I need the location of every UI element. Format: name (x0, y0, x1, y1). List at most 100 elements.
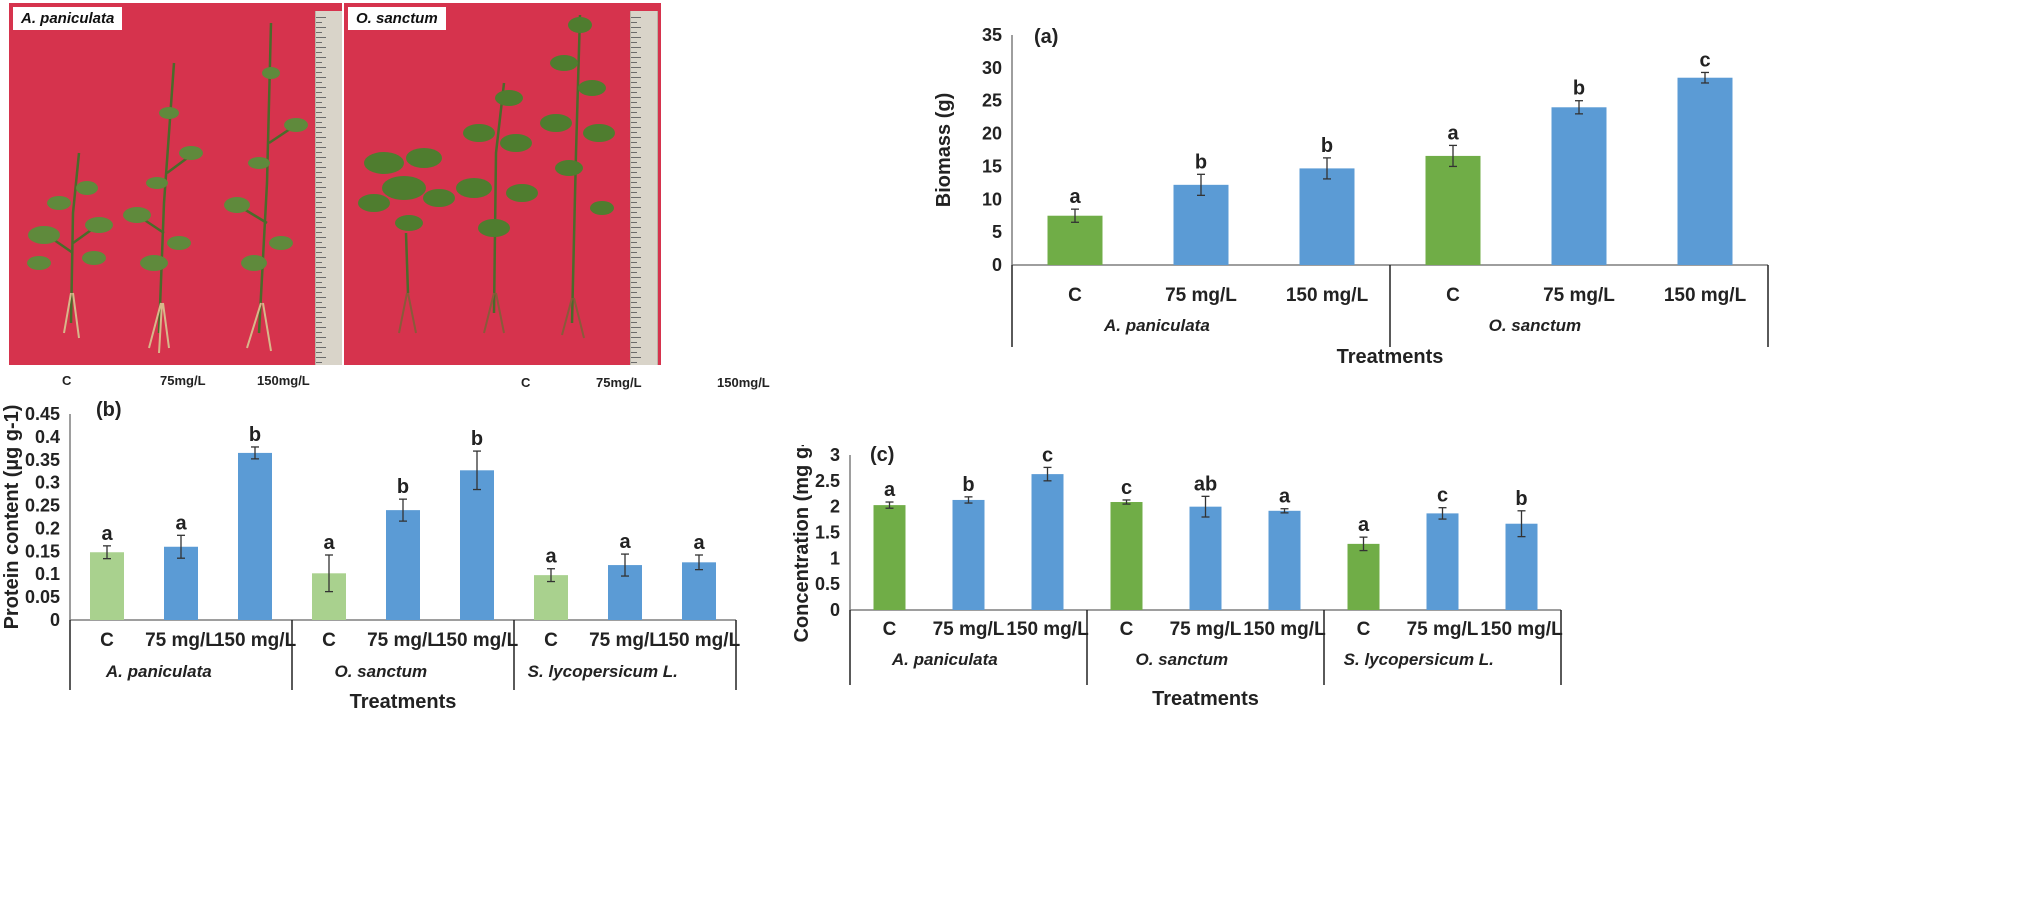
x-axis-title: Treatments (350, 691, 457, 713)
ruler-tick (316, 97, 326, 98)
ruler-tick (316, 257, 326, 258)
ruler-tick (316, 22, 322, 23)
ruler-tick (316, 132, 322, 133)
ruler-tick (631, 252, 637, 253)
ruler-tick (316, 247, 326, 248)
bar (534, 575, 568, 620)
ruler-tick (631, 307, 641, 308)
photo-caption: 75mg/L (160, 373, 206, 388)
group-label: S. lycopersicum L. (1344, 650, 1494, 669)
ruler-tick (631, 187, 641, 188)
significance-letter: a (884, 479, 896, 501)
y-tick-label: 15 (982, 156, 1002, 176)
y-tick-label: 35 (982, 25, 1002, 45)
x-category-label: 150 mg/L (1664, 285, 1747, 306)
ruler-tick (631, 87, 641, 88)
y-tick-label: 3 (830, 445, 840, 465)
ruler-tick (631, 272, 637, 273)
photo-label: A. paniculata (13, 7, 123, 30)
ruler-tick (631, 292, 637, 293)
bar (386, 510, 420, 620)
ruler-tick (316, 347, 326, 348)
ruler-tick (316, 37, 326, 38)
photo-label: O. sanctum (348, 7, 446, 30)
ruler-tick (631, 182, 637, 183)
ruler-tick (631, 132, 637, 133)
ruler-tick (316, 107, 326, 108)
ruler-tick (631, 342, 637, 343)
ruler-tick (316, 137, 326, 138)
ruler-tick (316, 302, 322, 303)
ruler-tick (631, 322, 637, 323)
y-tick-label: 10 (982, 189, 1002, 209)
significance-letter: b (249, 424, 261, 446)
ruler-tick (316, 282, 322, 283)
ruler-tick (316, 317, 326, 318)
bar (90, 552, 124, 620)
ruler-tick (631, 347, 641, 348)
x-category-label: C (1068, 285, 1082, 306)
ruler-tick (631, 172, 637, 173)
x-category-label: C (100, 630, 114, 651)
ruler-tick (631, 47, 641, 48)
bar (1677, 77, 1733, 265)
ruler-tick (631, 117, 641, 118)
ruler-tick (631, 282, 637, 283)
bar (1299, 168, 1355, 265)
ruler-tick (316, 287, 326, 288)
bar (1268, 510, 1301, 610)
y-axis-title: Biomass (g) (933, 93, 955, 207)
photo-caption: 150mg/L (257, 373, 310, 388)
ruler-tick (631, 107, 641, 108)
x-axis-title: Treatments (1152, 688, 1259, 710)
ruler-tick (631, 217, 641, 218)
ruler-tick (316, 127, 326, 128)
group-label: O. sanctum (1136, 650, 1229, 669)
ruler-tick (631, 232, 637, 233)
y-tick-label: 0.05 (25, 587, 60, 607)
x-category-label: C (1446, 285, 1460, 306)
significance-letter: b (1195, 151, 1207, 173)
ruler-tick (316, 342, 322, 343)
ruler-tick (316, 27, 326, 28)
ruler-tick (316, 167, 326, 168)
ruler-tick (316, 147, 326, 148)
y-tick-label: 0.15 (25, 541, 60, 561)
ruler-tick (631, 192, 637, 193)
ruler-tick (316, 297, 326, 298)
ruler-tick (316, 32, 322, 33)
ruler-tick (316, 222, 322, 223)
ruler (315, 11, 342, 365)
ruler-tick (631, 112, 637, 113)
ruler-tick (316, 92, 322, 93)
ruler-tick (631, 237, 641, 238)
ruler-tick (316, 177, 326, 178)
ruler-tick (316, 162, 322, 163)
ruler-tick (631, 177, 641, 178)
y-tick-label: 0.5 (815, 574, 840, 594)
y-tick-label: 25 (982, 91, 1002, 111)
significance-letter: a (175, 512, 187, 534)
significance-letter: b (471, 428, 483, 450)
ruler-tick (631, 362, 637, 363)
ruler-tick (316, 82, 322, 83)
y-axis-title: Protein content (µg g-1) (1, 405, 23, 630)
y-tick-label: 5 (992, 222, 1002, 242)
significance-letter: a (1447, 122, 1459, 144)
ruler-tick (316, 192, 322, 193)
ruler-tick (316, 227, 326, 228)
x-category-label: C (883, 619, 897, 640)
bar (1347, 543, 1380, 610)
plant-illustration (27, 22, 308, 354)
ruler-tick (631, 317, 641, 318)
x-category-label: 75 mg/L (1407, 619, 1479, 640)
x-category-label: 75 mg/L (145, 630, 217, 651)
ruler-tick (316, 232, 322, 233)
ruler-tick (316, 47, 326, 48)
x-category-label: 150 mg/L (1006, 619, 1089, 640)
ruler-tick (316, 42, 322, 43)
ruler-tick (316, 292, 322, 293)
ruler-tick (631, 22, 637, 23)
group-label: A. paniculata (105, 662, 212, 681)
ruler-tick (316, 332, 322, 333)
